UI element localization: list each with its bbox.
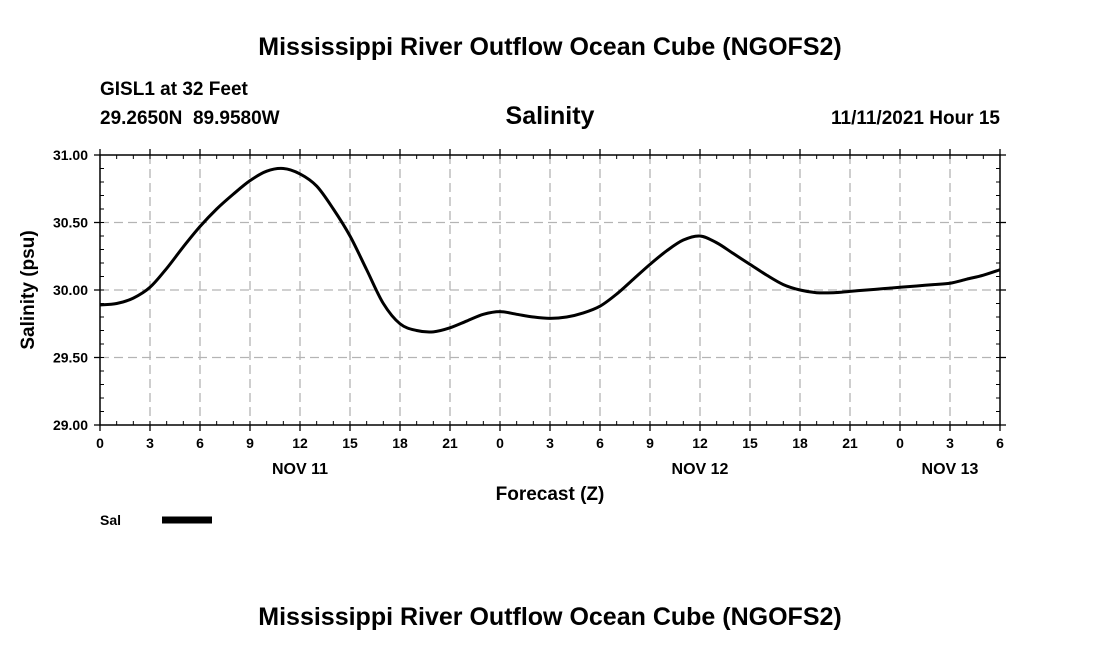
- date-label: NOV 13: [922, 461, 979, 478]
- x-axis-label: Forecast (Z): [496, 484, 605, 505]
- chart-title: Mississippi River Outflow Ocean Cube (NG…: [258, 33, 841, 61]
- x-tick-label: 6: [196, 435, 204, 451]
- x-tick-label: 0: [496, 435, 504, 451]
- x-tick-label: 18: [792, 435, 808, 451]
- forecast-timestamp: 11/11/2021 Hour 15: [831, 108, 1000, 129]
- x-tick-label: 3: [546, 435, 554, 451]
- x-tick-label: 12: [692, 435, 708, 451]
- footer-title: Mississippi River Outflow Ocean Cube (NG…: [258, 603, 841, 631]
- x-axis: 0 3 6 9 12 15 18 21 0 3 6 9 12 15 18 21 0 3 6: [96, 149, 1004, 451]
- station-coords: 29.2650N 89.9580W: [100, 108, 280, 129]
- series-lines: [99, 166, 1001, 334]
- legend-label: Sal: [100, 512, 121, 528]
- y-tick-label: 29.00: [53, 417, 88, 433]
- series-line-sal: [99, 166, 1001, 334]
- y-tick-label: 30.50: [53, 215, 88, 231]
- y-tick-label: 30.00: [53, 282, 88, 298]
- x-tick-label: 0: [96, 435, 104, 451]
- x-tick-label: 15: [342, 435, 358, 451]
- x-tick-label: 3: [146, 435, 154, 451]
- x-tick-label: 21: [442, 435, 458, 451]
- date-label: NOV 12: [672, 461, 729, 478]
- x-tick-label: 15: [742, 435, 758, 451]
- x-tick-label: 18: [392, 435, 408, 451]
- x-tick-label: 21: [842, 435, 858, 451]
- date-label: NOV 11: [272, 461, 328, 478]
- x-tick-label: 12: [292, 435, 308, 451]
- x-tick-label: 0: [896, 435, 904, 451]
- x-tick-label: 6: [996, 435, 1004, 451]
- x-tick-label: 9: [246, 435, 254, 451]
- date-labels: NOV 11 NOV 12 NOV 13: [272, 461, 979, 478]
- y-axis: 29.00 29.50 30.00 30.50 31.00: [53, 147, 1006, 433]
- x-tick-label: 9: [646, 435, 654, 451]
- x-tick-label: 3: [946, 435, 954, 451]
- y-axis-label: Salinity (psu): [18, 230, 39, 349]
- x-tick-label: 6: [596, 435, 604, 451]
- y-tick-label: 31.00: [53, 147, 88, 163]
- station-label: GISL1 at 32 Feet: [100, 79, 249, 100]
- y-tick-label: 29.50: [53, 350, 88, 366]
- variable-title: Salinity: [506, 102, 595, 130]
